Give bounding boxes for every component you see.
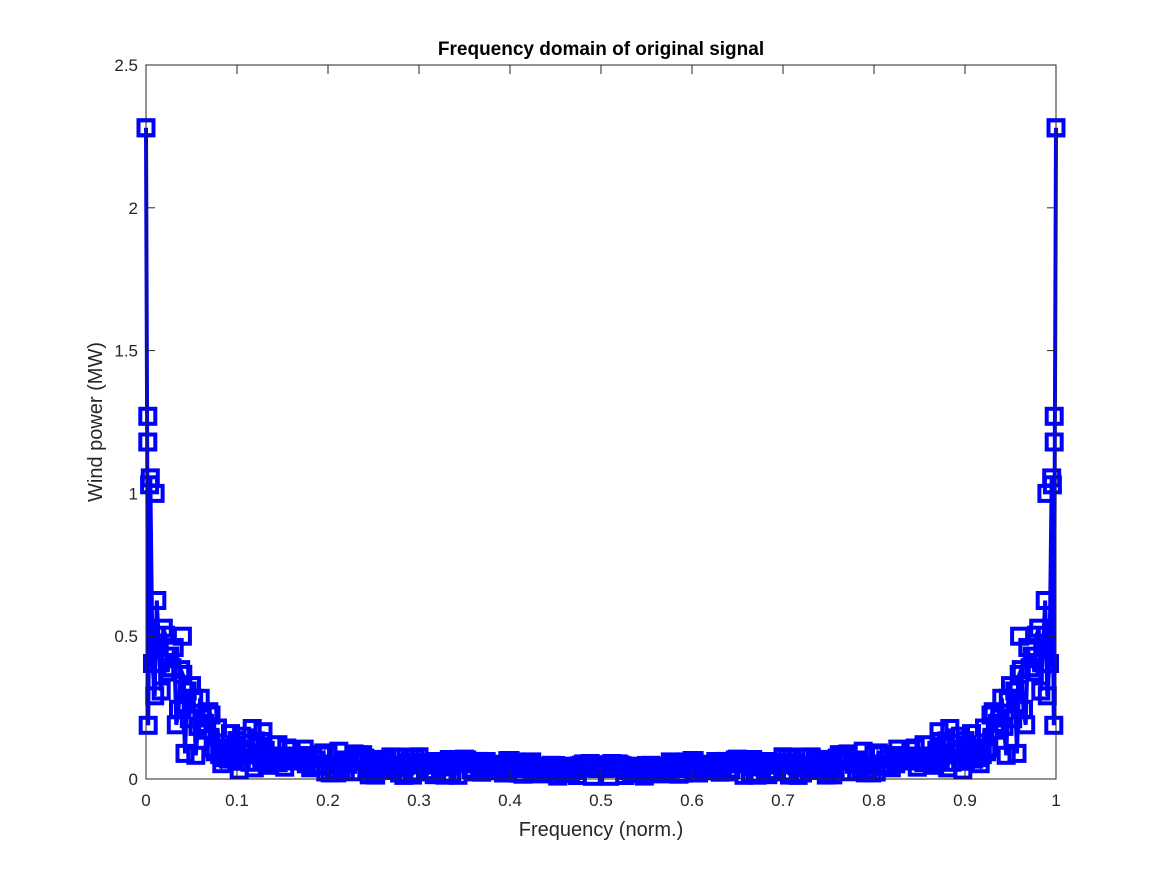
x-tick-label: 0.2 [316,791,340,810]
peak-marker [138,406,158,426]
x-tick-label: 1 [1051,791,1060,810]
ticks-layer: 0 0.1 0.2 0.3 0.4 0.5 0.6 0.7 0.8 0.9 1 0 0.5 1 1.5 2 2.… [114,56,1060,810]
data-point-marker [929,722,949,742]
y-tick-label: 1 [129,484,138,503]
data-point-marker [1029,618,1049,638]
data-point-marker [953,760,973,780]
x-tick-label: 0.8 [862,791,886,810]
data-point-marker [147,591,167,610]
y-axis-label: Wind power (MW) [85,342,107,502]
peak-marker [782,755,802,775]
y-tick-label: 2.5 [114,56,138,75]
data-point-marker [151,681,171,701]
x-tick-label: 0.9 [953,791,977,810]
peak-marker [268,735,288,755]
plot-area [146,65,1056,779]
x-axis-label: Frequency (norm.) [519,819,684,841]
x-tick-label: 0.4 [498,791,522,810]
data-point-marker [1020,658,1040,678]
data-layer [136,118,1066,786]
y-tick-label: 2 [129,199,138,218]
x-tick-label: 0.7 [771,791,795,810]
chart-title: Frequency domain of original signal [438,39,764,60]
data-point-marker [138,715,158,735]
peak-marker [951,726,970,746]
x-tick-label: 0.5 [589,791,613,810]
x-tick-label: 0.1 [225,791,249,810]
data-point-marker [977,742,997,762]
peak-marker [609,758,629,778]
y-tick-label: 0 [129,770,138,789]
data-point-marker [996,745,1016,765]
peak-marker [1010,626,1030,646]
data-point-marker [1040,654,1059,673]
peak-marker [138,432,158,452]
peak-marker [573,758,593,778]
peak-marker [1044,406,1064,426]
data-point-marker [1007,743,1027,763]
data-point-marker [1044,715,1064,735]
y-tick-label: 0.5 [114,627,138,646]
data-point-marker [1037,686,1057,706]
peak-marker [172,626,192,646]
data-point-marker [186,745,206,765]
peak-marker [914,735,934,755]
data-point-marker [253,722,273,742]
x-tick-label: 0 [141,791,150,810]
data-point-marker [1035,591,1055,610]
data-point-marker [171,660,191,680]
x-tick-label: 0.3 [407,791,431,810]
peak-marker [400,755,420,775]
x-tick-label: 0.6 [680,791,704,810]
data-point-marker [979,738,999,758]
y-tick-label: 1.5 [114,342,138,361]
peak-marker [1044,432,1064,452]
peak-marker [232,726,252,746]
data-point-marker [1016,715,1036,735]
data-point-marker [175,743,195,763]
